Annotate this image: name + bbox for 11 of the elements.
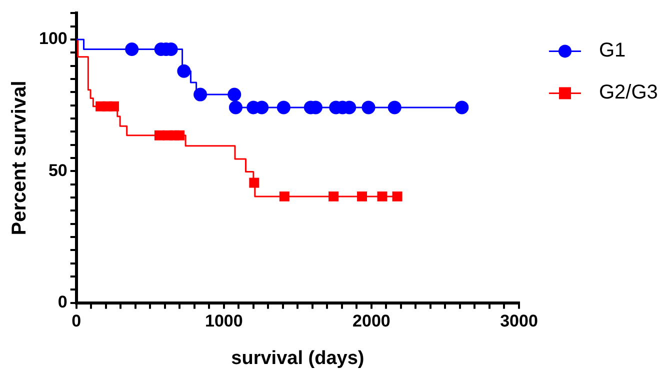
- x-tick-label: 2000: [352, 312, 390, 331]
- y-tick-label: 50: [48, 160, 68, 180]
- x-axis-title: survival (days): [231, 348, 364, 369]
- x-tick-label: 3000: [500, 312, 538, 331]
- y-axis-title: Percent survival: [8, 80, 31, 236]
- legend-label: G2/G3: [599, 82, 658, 104]
- legend-label: G1: [599, 40, 626, 62]
- x-tick-label: 1000: [204, 312, 243, 331]
- y-tick-label: 100: [38, 29, 68, 48]
- y-tick-label: 0: [58, 292, 68, 312]
- x-tick-label: 0: [72, 312, 82, 331]
